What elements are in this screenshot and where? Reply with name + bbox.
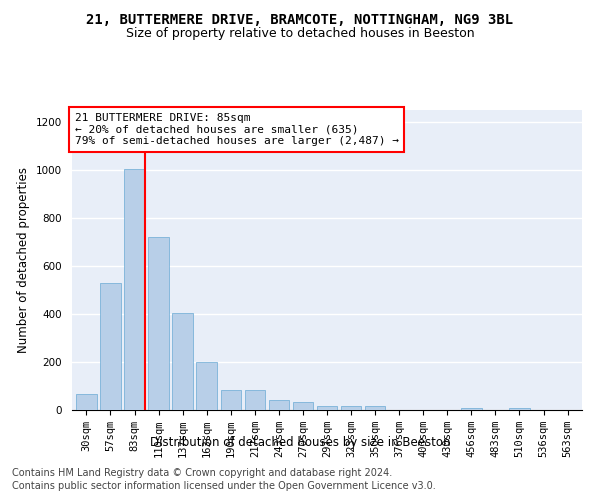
Bar (172, 313, 193, 410)
Bar (317, 406, 337, 410)
Bar (245, 390, 265, 410)
Bar (365, 406, 385, 410)
Text: Size of property relative to detached houses in Beeston: Size of property relative to detached ho… (125, 28, 475, 40)
Bar (196, 362, 217, 410)
Bar (509, 408, 530, 410)
Bar (461, 408, 482, 410)
Bar (341, 406, 361, 410)
Bar (148, 237, 169, 410)
Text: 21 BUTTERMERE DRIVE: 85sqm
← 20% of detached houses are smaller (635)
79% of sem: 21 BUTTERMERE DRIVE: 85sqm ← 20% of deta… (74, 113, 398, 146)
Text: Contains HM Land Registry data © Crown copyright and database right 2024.: Contains HM Land Registry data © Crown c… (12, 468, 392, 477)
Text: 21, BUTTERMERE DRIVE, BRAMCOTE, NOTTINGHAM, NG9 3BL: 21, BUTTERMERE DRIVE, BRAMCOTE, NOTTINGH… (86, 12, 514, 26)
Bar (221, 390, 241, 410)
Text: Contains public sector information licensed under the Open Government Licence v3: Contains public sector information licen… (12, 481, 436, 491)
Bar (124, 169, 145, 410)
Bar (76, 394, 97, 410)
Bar (293, 402, 313, 410)
Y-axis label: Number of detached properties: Number of detached properties (17, 167, 31, 353)
Bar (100, 283, 121, 410)
Bar (269, 400, 289, 410)
Text: Distribution of detached houses by size in Beeston: Distribution of detached houses by size … (150, 436, 450, 449)
